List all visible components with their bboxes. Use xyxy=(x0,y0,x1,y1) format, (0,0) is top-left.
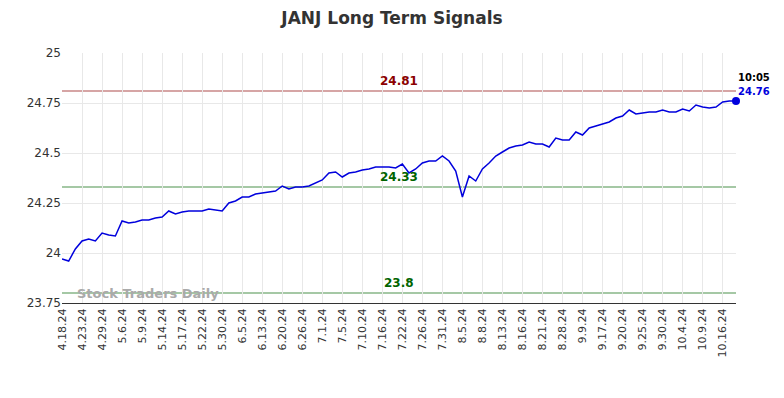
svg-text:JANJ Long Term Signals: JANJ Long Term Signals xyxy=(280,8,502,28)
svg-text:5.17.24: 5.17.24 xyxy=(176,308,189,350)
svg-text:9.25.24: 9.25.24 xyxy=(636,308,649,350)
svg-text:7.5.24: 7.5.24 xyxy=(336,308,349,343)
svg-text:4.29.24: 4.29.24 xyxy=(96,308,109,350)
svg-text:8.5.24: 8.5.24 xyxy=(456,308,469,343)
svg-text:6.20.24: 6.20.24 xyxy=(276,308,289,350)
svg-text:8.28.24: 8.28.24 xyxy=(556,308,569,350)
svg-text:4.18.24: 4.18.24 xyxy=(56,308,69,350)
svg-text:24.33: 24.33 xyxy=(380,170,418,184)
svg-text:7.22.24: 7.22.24 xyxy=(396,308,409,350)
svg-text:5.22.24: 5.22.24 xyxy=(196,308,209,350)
svg-text:8.16.24: 8.16.24 xyxy=(516,308,529,350)
svg-text:24.25: 24.25 xyxy=(27,196,61,210)
svg-text:24.81: 24.81 xyxy=(380,74,418,88)
svg-text:10.4.24: 10.4.24 xyxy=(676,308,689,350)
svg-text:7.31.24: 7.31.24 xyxy=(436,308,449,350)
svg-text:24.75: 24.75 xyxy=(27,96,61,110)
svg-text:10:05: 10:05 xyxy=(738,72,770,83)
svg-text:24.5: 24.5 xyxy=(34,146,61,160)
svg-text:10.16.24: 10.16.24 xyxy=(716,308,729,357)
svg-text:25: 25 xyxy=(46,46,61,60)
svg-text:6.26.24: 6.26.24 xyxy=(296,308,309,350)
svg-text:9.9.24: 9.9.24 xyxy=(576,308,589,343)
svg-text:9.17.24: 9.17.24 xyxy=(596,308,609,350)
svg-text:8.8.24: 8.8.24 xyxy=(476,308,489,343)
svg-text:23.75: 23.75 xyxy=(27,296,61,310)
svg-text:5.14.24: 5.14.24 xyxy=(156,308,169,350)
svg-text:Stock Traders Daily: Stock Traders Daily xyxy=(77,286,219,301)
svg-text:7.16.24: 7.16.24 xyxy=(376,308,389,350)
svg-text:9.30.24: 9.30.24 xyxy=(656,308,669,350)
svg-text:6.13.24: 6.13.24 xyxy=(256,308,269,350)
svg-text:8.13.24: 8.13.24 xyxy=(496,308,509,350)
svg-text:9.20.24: 9.20.24 xyxy=(616,308,629,350)
svg-text:8.21.24: 8.21.24 xyxy=(536,308,549,350)
svg-text:7.26.24: 7.26.24 xyxy=(416,308,429,350)
svg-text:6.5.24: 6.5.24 xyxy=(236,308,249,343)
svg-text:5.30.24: 5.30.24 xyxy=(216,308,229,350)
svg-text:4.23.24: 4.23.24 xyxy=(76,308,89,350)
svg-text:7.1.24: 7.1.24 xyxy=(316,308,329,343)
svg-text:10.9.24: 10.9.24 xyxy=(696,308,709,350)
svg-text:23.8: 23.8 xyxy=(384,276,414,290)
svg-text:24: 24 xyxy=(46,246,61,260)
svg-text:5.6.24: 5.6.24 xyxy=(116,308,129,343)
svg-text:24.76: 24.76 xyxy=(738,86,770,97)
svg-text:7.10.24: 7.10.24 xyxy=(356,308,369,350)
svg-text:5.9.24: 5.9.24 xyxy=(136,308,149,343)
